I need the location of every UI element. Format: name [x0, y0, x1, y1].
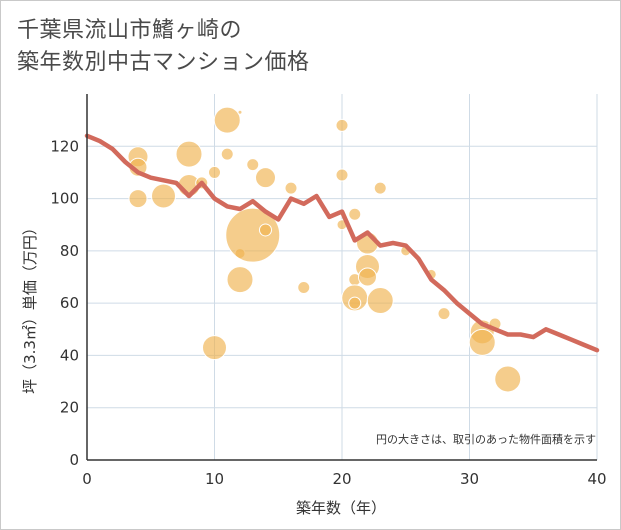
chart-title-line2: 築年数別中古マンション価格: [17, 50, 310, 75]
y-tick-labels: 0 20 40 60 80 100 120: [50, 137, 79, 469]
bubble-11: [237, 109, 243, 115]
bubble-7: [208, 165, 221, 179]
bubble-23: [348, 207, 362, 221]
bubble-13: [226, 266, 254, 294]
bubble-3: [151, 183, 176, 209]
x-tick-20: 20: [332, 470, 351, 488]
x-tick-10: 10: [205, 470, 224, 488]
bubble-4: [175, 140, 203, 168]
trend-line: [84, 133, 600, 353]
x-tick-40: 40: [587, 470, 606, 488]
y-tick-120: 120: [50, 137, 79, 155]
x-tick-labels: 0 10 20 30 40: [82, 470, 606, 488]
bubble-2: [128, 189, 148, 209]
bubble-26: [348, 296, 362, 310]
bubble-18: [284, 181, 298, 195]
bubble-9: [213, 106, 241, 134]
bubble-36: [468, 328, 496, 356]
y-axis-label: 坪（3.3㎡）単価（万円）: [21, 220, 39, 394]
y-tick-60: 60: [60, 294, 79, 312]
grid: [87, 94, 598, 460]
y-tick-40: 40: [60, 346, 79, 364]
bubble-38: [494, 365, 522, 393]
bubble-10: [220, 147, 234, 161]
bubble-19: [297, 280, 311, 294]
bubble-16: [255, 167, 276, 189]
bubble-34: [437, 307, 451, 321]
y-tick-100: 100: [50, 190, 79, 208]
bubble-8: [202, 335, 227, 361]
axes: [86, 94, 597, 461]
bubble-15: [246, 158, 260, 172]
bubble-21: [335, 168, 349, 182]
trend-series: [84, 133, 600, 353]
size-note: 円の大きさは、取引のあった物件面積を示す: [376, 432, 596, 446]
bubble-series: [127, 106, 522, 393]
y-tick-80: 80: [60, 242, 79, 260]
bubble-30: [373, 181, 387, 195]
bubble-31: [366, 287, 394, 315]
chart-title-line1: 千葉県流山市鰭ヶ崎の: [17, 18, 243, 43]
bubble-14: [225, 207, 281, 263]
chart-title: 千葉県流山市鰭ヶ崎の 築年数別中古マンション価格: [17, 15, 310, 79]
y-tick-0: 0: [69, 451, 79, 469]
bubble-17: [259, 223, 272, 237]
y-tick-20: 20: [60, 399, 79, 417]
x-tick-0: 0: [82, 470, 92, 488]
x-tick-30: 30: [460, 470, 479, 488]
bubble-29: [358, 267, 377, 287]
x-axis-label: 築年数（年）: [296, 499, 386, 517]
bubble-20: [335, 118, 349, 132]
